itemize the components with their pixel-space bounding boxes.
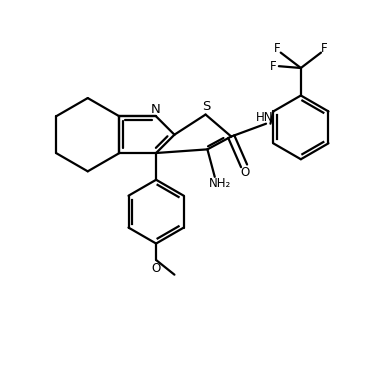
Text: NH₂: NH₂ <box>209 177 231 190</box>
Text: F: F <box>270 60 277 73</box>
Text: F: F <box>274 42 281 55</box>
Text: N: N <box>151 103 161 116</box>
Text: F: F <box>321 42 328 55</box>
Text: HN: HN <box>255 110 273 124</box>
Text: O: O <box>240 166 249 179</box>
Text: S: S <box>202 100 211 113</box>
Text: O: O <box>151 262 161 275</box>
